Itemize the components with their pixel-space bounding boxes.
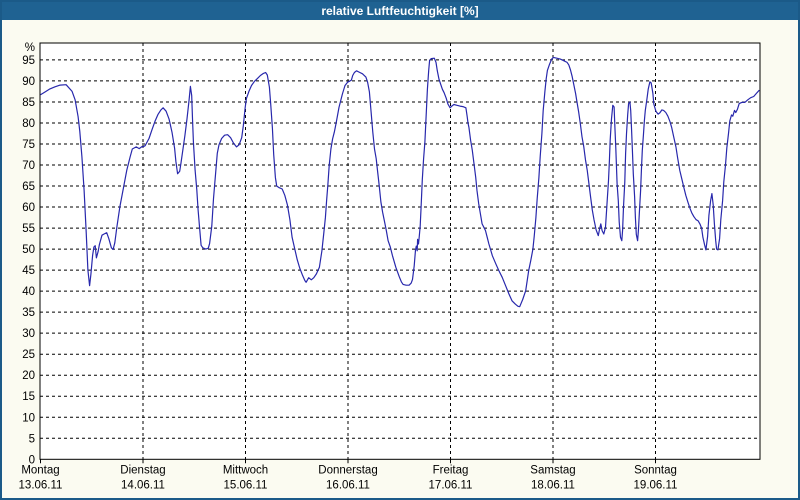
y-axis-label: 45 xyxy=(22,265,35,277)
day-date-label: 17.06.11 xyxy=(429,479,473,491)
day-date-label: 18.06.11 xyxy=(531,479,575,491)
y-axis-label: 80 xyxy=(22,118,35,130)
y-axis-label: 75 xyxy=(22,139,35,151)
day-name-label: Montag xyxy=(21,464,59,476)
y-axis-label: 85 xyxy=(22,97,35,109)
y-axis-unit-label: % xyxy=(25,42,35,54)
day-date-label: 15.06.11 xyxy=(224,479,268,491)
day-date-label: 19.06.11 xyxy=(634,479,678,491)
y-axis-label: 95 xyxy=(22,55,35,67)
day-name-label: Mittwoch xyxy=(223,464,268,476)
day-name-label: Freitag xyxy=(433,464,469,476)
day-name-label: Sonntag xyxy=(634,464,677,476)
y-axis-label: 15 xyxy=(22,391,35,403)
y-axis-label: 65 xyxy=(22,181,35,193)
day-name-label: Samstag xyxy=(530,464,575,476)
y-axis-label: 20 xyxy=(22,370,35,382)
y-axis-label: 90 xyxy=(22,76,35,88)
y-axis-label: 0 xyxy=(29,454,35,466)
day-name-label: Donnerstag xyxy=(318,464,377,476)
y-axis-label: 60 xyxy=(22,202,35,214)
day-date-label: 14.06.11 xyxy=(121,479,165,491)
y-axis-label: 5 xyxy=(29,433,35,445)
window-title: relative Luftfeuchtigkeit [%] xyxy=(321,4,479,18)
y-axis-label: 70 xyxy=(22,160,35,172)
y-axis-label: 35 xyxy=(22,307,35,319)
y-axis-label: 10 xyxy=(22,412,35,424)
y-axis-label: 25 xyxy=(22,349,35,361)
plot-border xyxy=(39,42,761,460)
y-axis-label: 55 xyxy=(22,223,35,235)
plot-background xyxy=(40,43,760,460)
day-name-label: Dienstag xyxy=(120,464,165,476)
y-axis-label: 30 xyxy=(22,328,35,340)
day-date-label: 16.06.11 xyxy=(326,479,370,491)
window-title-bar: relative Luftfeuchtigkeit [%] xyxy=(2,2,798,20)
day-date-label: 13.06.11 xyxy=(19,479,63,491)
humidity-line xyxy=(40,56,760,308)
y-axis-label: 40 xyxy=(22,286,35,298)
y-axis-label: 50 xyxy=(22,244,35,256)
